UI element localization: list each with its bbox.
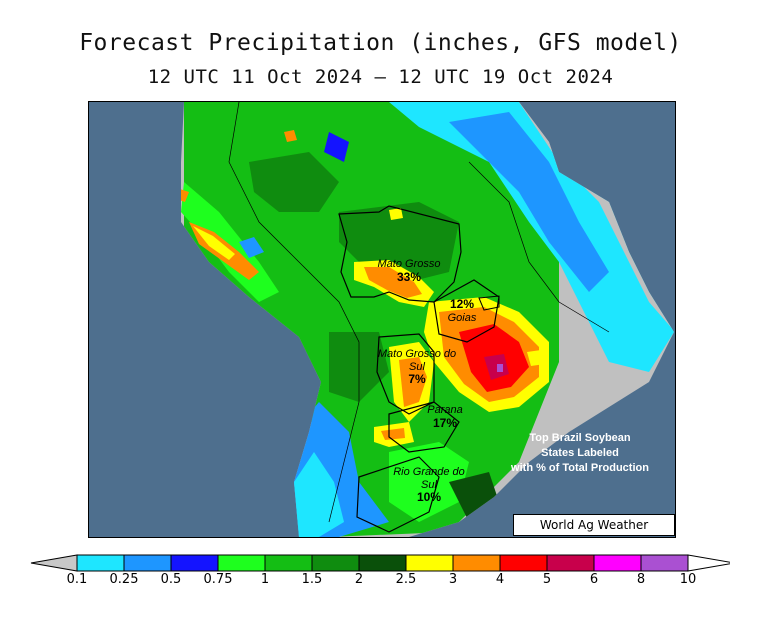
legend-tick-label: 0.25 xyxy=(109,572,139,587)
legend-below-arrow xyxy=(30,554,78,572)
state-percent: 7% xyxy=(408,372,426,387)
state-name: Mato Grosso xyxy=(377,258,441,270)
note-line: States Labeled xyxy=(541,447,619,459)
state-percent: 10% xyxy=(416,490,442,505)
legend-tick-label: 0.75 xyxy=(203,572,233,587)
legend-bin xyxy=(76,554,125,572)
legend-tick-label: 1 xyxy=(260,572,270,587)
state-percent: 12% xyxy=(449,297,475,311)
state-label-parana: Parana 17% xyxy=(417,404,473,430)
map-canvas xyxy=(89,102,675,537)
legend-tick-label: 5 xyxy=(542,572,552,587)
state-label-mato-grosso: Mato Grosso 33% xyxy=(364,258,454,284)
legend-tick-label: 0.1 xyxy=(66,572,88,587)
state-label-rio-grande-do-sul: Rio Grande do Sul 10% xyxy=(389,466,469,505)
legend-above-arrow xyxy=(687,554,730,572)
state-label-goias: 12% Goias xyxy=(439,297,485,324)
legend-bin xyxy=(593,554,642,572)
legend-bin xyxy=(217,554,266,572)
note-line: with % of Total Production xyxy=(511,462,649,474)
legend-bin xyxy=(499,554,548,572)
legend-tick-label: 4 xyxy=(495,572,505,587)
legend-tick-label: 8 xyxy=(636,572,646,587)
legend-bin xyxy=(640,554,689,572)
legend-tick-label: 10 xyxy=(679,572,697,587)
legend-bin xyxy=(170,554,219,572)
legend-tick-label: 0.5 xyxy=(160,572,182,587)
state-percent: 33% xyxy=(396,269,422,284)
legend-tick-label: 1.5 xyxy=(301,572,323,587)
legend-bin xyxy=(405,554,454,572)
watermark: World Ag Weather xyxy=(513,514,675,536)
state-name: Parana xyxy=(427,404,463,416)
map-title: Forecast Precipitation (inches, GFS mode… xyxy=(79,30,682,56)
precipitation-map: Mato Grosso 33% 12% Goias Mato Grosso do… xyxy=(88,101,676,538)
state-percent: 17% xyxy=(432,415,458,430)
legend-bin xyxy=(452,554,501,572)
note-line: Top Brazil Soybean xyxy=(529,432,631,444)
legend-bin xyxy=(358,554,407,572)
map-note: Top Brazil Soybean States Labeled with %… xyxy=(495,431,665,476)
color-legend xyxy=(30,554,730,572)
legend-bin xyxy=(123,554,172,572)
land-area xyxy=(181,102,674,537)
legend-tick-label: 2 xyxy=(354,572,364,587)
map-subtitle: 12 UTC 11 Oct 2024 – 12 UTC 19 Oct 2024 xyxy=(147,66,614,88)
legend-bin xyxy=(546,554,595,572)
legend-tick-label: 3 xyxy=(448,572,458,587)
state-label-mato-grosso-do-sul: Mato Grosso do Sul 7% xyxy=(377,348,457,387)
legend-bin xyxy=(311,554,360,572)
state-name: Mato Grosso do Sul xyxy=(377,348,457,373)
legend-tick-label: 6 xyxy=(589,572,599,587)
legend-bin xyxy=(264,554,313,572)
state-name: Rio Grande do Sul xyxy=(393,466,465,491)
state-name: Goias xyxy=(447,311,477,324)
legend-tick-label: 2.5 xyxy=(395,572,417,587)
